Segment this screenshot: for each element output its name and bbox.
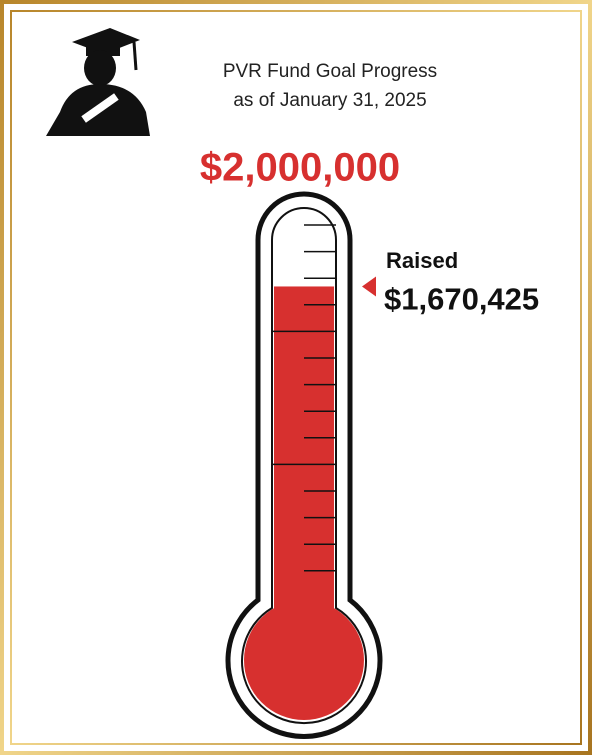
thermometer: [225, 191, 383, 739]
value-marker: [362, 276, 376, 297]
goal-label: $2,000,000: [200, 146, 400, 190]
title: PVR Fund Goal Progress: [223, 61, 437, 82]
subtitle: as of January 31, 2025: [233, 90, 426, 111]
graduate-icon: [46, 28, 150, 136]
value-name: Raised: [386, 248, 458, 273]
frame-inner: [10, 10, 582, 745]
value-label: $1,670,425: [384, 282, 539, 317]
fill-bar: [274, 286, 334, 640]
